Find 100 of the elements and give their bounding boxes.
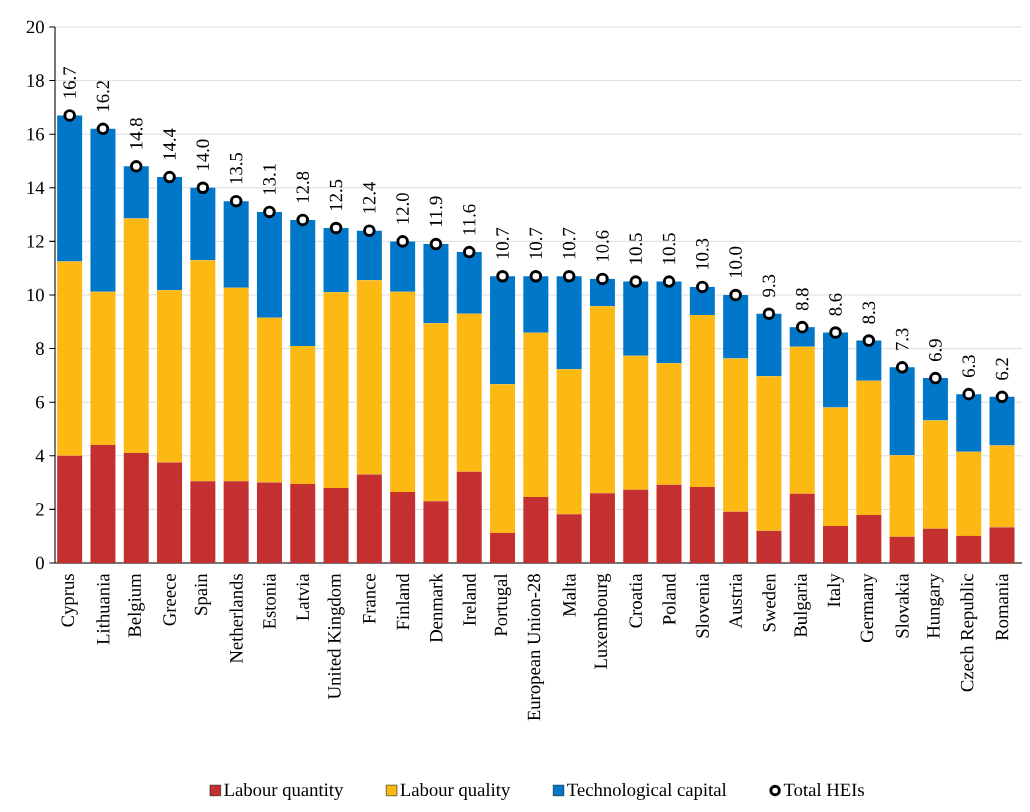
bar bbox=[256, 317, 282, 483]
bar bbox=[356, 230, 382, 281]
data-label: 8.3 bbox=[862, 301, 876, 324]
bar bbox=[390, 491, 416, 563]
point bbox=[496, 269, 509, 283]
data-label: 10.0 bbox=[729, 246, 742, 278]
bar bbox=[922, 420, 948, 529]
data-label: 12.4 bbox=[363, 182, 376, 213]
bar bbox=[623, 281, 649, 356]
bar bbox=[223, 481, 249, 563]
point bbox=[562, 269, 576, 283]
bar bbox=[490, 276, 516, 385]
point bbox=[462, 245, 476, 259]
data-label: 11.6 bbox=[462, 204, 476, 235]
y-tick-label: 10 bbox=[27, 288, 44, 302]
bar bbox=[290, 219, 316, 346]
bar bbox=[823, 407, 849, 526]
point bbox=[795, 320, 809, 334]
bar bbox=[356, 474, 382, 563]
bar bbox=[356, 280, 382, 475]
x-tick-label: Malta bbox=[562, 573, 576, 617]
bar bbox=[223, 201, 249, 288]
data-label: 11.9 bbox=[429, 196, 443, 227]
data-label: 8.8 bbox=[795, 288, 809, 311]
x-tick-label: France bbox=[363, 574, 376, 624]
bar bbox=[157, 290, 183, 463]
bar bbox=[223, 287, 249, 482]
point bbox=[129, 160, 143, 173]
data-label: 12.0 bbox=[396, 193, 409, 224]
bar bbox=[823, 526, 849, 563]
data-label: 10.5 bbox=[629, 233, 643, 264]
bar bbox=[190, 187, 216, 261]
point bbox=[929, 371, 942, 385]
y-tick-label: 20 bbox=[26, 20, 44, 34]
x-tick-label: Croatia bbox=[629, 573, 643, 628]
bar bbox=[523, 332, 549, 498]
bar bbox=[689, 486, 715, 563]
data-label: 10.7 bbox=[562, 227, 576, 259]
data-label: 10.3 bbox=[696, 238, 709, 270]
bar bbox=[922, 378, 948, 421]
point bbox=[529, 269, 543, 283]
point bbox=[629, 275, 643, 288]
y-tick-label: 12 bbox=[27, 235, 44, 248]
bar bbox=[656, 484, 682, 563]
bar bbox=[723, 511, 749, 563]
bar bbox=[490, 532, 516, 563]
point bbox=[895, 361, 909, 374]
x-tick-label: Cyprus bbox=[61, 574, 78, 627]
bar bbox=[190, 481, 216, 563]
y-tick-label: 8 bbox=[35, 342, 44, 355]
bar bbox=[556, 369, 582, 515]
bar bbox=[789, 346, 815, 494]
data-label: 6.9 bbox=[929, 339, 942, 361]
bar bbox=[323, 487, 349, 563]
bar bbox=[423, 244, 449, 324]
bar bbox=[756, 376, 782, 531]
point bbox=[862, 334, 876, 347]
y-tick-label: 4 bbox=[35, 449, 45, 462]
bar bbox=[90, 445, 116, 563]
bar bbox=[723, 358, 749, 512]
x-tick-label: Latvia bbox=[296, 573, 310, 621]
data-label: 12.8 bbox=[296, 171, 310, 203]
x-tick-label: Germany bbox=[860, 573, 878, 643]
point bbox=[263, 205, 276, 219]
bar bbox=[123, 218, 149, 454]
point bbox=[229, 194, 243, 208]
point bbox=[96, 122, 110, 136]
x-tick-label: Austria bbox=[729, 573, 742, 629]
x-tick-label: Sweden bbox=[762, 573, 776, 632]
data-label: 10.7 bbox=[496, 227, 509, 259]
point bbox=[63, 109, 76, 122]
point bbox=[396, 235, 409, 248]
data-label: 6.3 bbox=[962, 355, 976, 378]
data-label: 7.3 bbox=[895, 328, 909, 350]
y-tick-label: 2 bbox=[36, 503, 44, 516]
data-label: 14.8 bbox=[129, 118, 143, 149]
bar bbox=[623, 355, 649, 490]
point bbox=[596, 272, 609, 286]
data-label: 13.1 bbox=[263, 164, 276, 194]
point bbox=[662, 275, 676, 288]
x-tick-label: Slovakia bbox=[895, 573, 909, 638]
x-tick-label: Luxembourg bbox=[593, 573, 611, 669]
x-tick-label: Estonia bbox=[263, 573, 276, 629]
bar bbox=[157, 177, 183, 291]
bar bbox=[390, 241, 416, 292]
bar bbox=[556, 514, 582, 563]
legend-label: Technological capital bbox=[567, 782, 727, 800]
bar bbox=[123, 453, 149, 563]
data-label: 16.7 bbox=[63, 67, 76, 98]
bar bbox=[323, 292, 349, 488]
point bbox=[962, 387, 976, 401]
data-label: 16.2 bbox=[96, 80, 110, 111]
legend-label: Labour quality bbox=[400, 782, 511, 800]
data-label: 10.7 bbox=[529, 227, 543, 259]
data-label: 10.6 bbox=[596, 230, 609, 261]
bar bbox=[589, 306, 615, 494]
bar bbox=[989, 396, 1015, 446]
x-tick-label: Bulgaria bbox=[793, 573, 811, 638]
bar bbox=[90, 291, 116, 446]
point bbox=[296, 213, 310, 227]
